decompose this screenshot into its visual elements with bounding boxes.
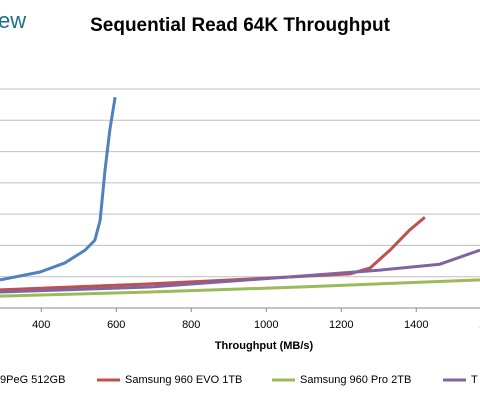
series-line	[0, 278, 480, 298]
legend-label: T	[471, 374, 478, 386]
logo: ew	[0, 8, 26, 33]
x-axis-label: Throughput (MB/s)	[215, 340, 314, 352]
legend-label: Samsung 960 Pro 2TB	[300, 374, 411, 386]
series-line	[0, 248, 480, 294]
x-tick-label: 1400	[404, 319, 428, 331]
x-tick-label: 1000	[254, 319, 278, 331]
x-tick-label: 600	[107, 319, 125, 331]
legend-label: Samsung 960 EVO 1TB	[125, 374, 242, 386]
x-tick-label: 800	[182, 319, 200, 331]
series-line	[0, 96, 117, 282]
chart-title: Sequential Read 64K Throughput	[90, 15, 390, 36]
legend-label: 9PeG 512GB	[0, 374, 65, 386]
x-tick-label: 400	[32, 319, 50, 331]
series-line	[0, 216, 426, 292]
x-tick-label: 1200	[329, 319, 353, 331]
